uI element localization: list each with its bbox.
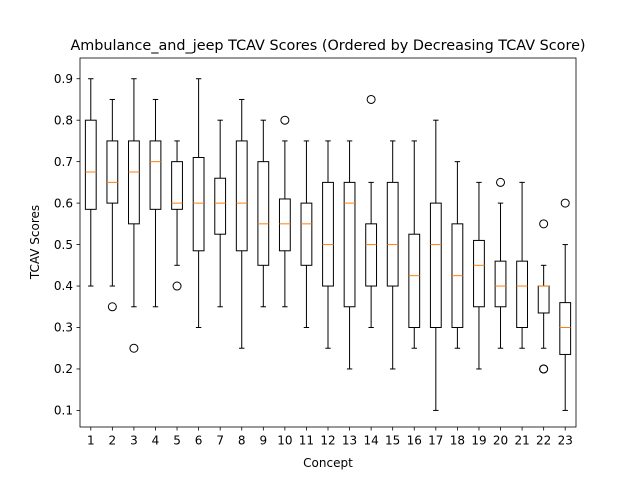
box — [429, 202, 442, 328]
box — [192, 157, 205, 252]
x-tick-label: 22 — [536, 434, 551, 448]
box — [559, 302, 572, 355]
plot-area: 0.10.20.30.40.50.60.70.80.91 2 3 4 5 6 7 8 9 10 11… — [54, 57, 577, 448]
outlier-point — [496, 177, 506, 187]
outlier-point — [129, 343, 139, 353]
x-tick-label: 16 — [407, 434, 422, 448]
outlier-point — [280, 115, 290, 125]
box — [257, 161, 270, 266]
chart-title: Ambulance_and_jeep TCAV Scores (Ordered … — [70, 38, 585, 54]
x-tick-label: 12 — [320, 434, 335, 448]
box — [149, 140, 162, 210]
x-tick-label: 14 — [363, 434, 378, 448]
x-tick-label: 13 — [342, 434, 357, 448]
x-tick-label: 3 — [130, 434, 138, 448]
y-tick-label: 0.2 — [54, 362, 73, 376]
box — [516, 260, 528, 328]
y-tick-label: 0.9 — [54, 72, 73, 86]
x-tick-label: 8 — [238, 434, 246, 448]
box — [171, 161, 183, 210]
outlier-point — [172, 281, 182, 291]
outlier-point — [560, 198, 570, 208]
box — [278, 198, 291, 252]
x-tick-label: 1 — [87, 434, 95, 448]
box — [473, 239, 485, 308]
box — [386, 181, 399, 287]
y-tick-label: 0.6 — [54, 196, 73, 210]
x-tick-label: 9 — [259, 434, 267, 448]
x-tick-label: 2 — [109, 434, 117, 448]
x-tick-label: 11 — [299, 434, 314, 448]
x-tick-label: 17 — [428, 434, 443, 448]
box — [214, 177, 227, 235]
box — [106, 140, 119, 204]
box — [300, 202, 313, 266]
box — [84, 119, 97, 210]
y-tick-label: 0.8 — [54, 113, 73, 127]
x-tick-label: 21 — [514, 434, 529, 448]
box — [365, 223, 378, 287]
x-tick-label: 19 — [471, 434, 486, 448]
y-tick-label: 0.5 — [54, 238, 73, 252]
outlier-point — [539, 364, 549, 374]
outlier-point — [539, 219, 549, 229]
y-axis-label: TCAV Scores — [28, 205, 42, 280]
x-axis-label: Concept — [303, 456, 353, 470]
x-tick-label: 20 — [493, 434, 508, 448]
y-tick-label: 0.7 — [54, 155, 73, 169]
x-tick-label: 7 — [216, 434, 224, 448]
x-tick-label: 10 — [277, 434, 292, 448]
y-tick-label: 0.4 — [54, 279, 73, 293]
axes-frame — [79, 57, 577, 428]
outlier-point — [107, 302, 117, 312]
y-tick-label: 0.3 — [54, 321, 73, 335]
box — [343, 181, 356, 308]
y-tick-label: 0.1 — [54, 404, 73, 418]
x-tick-label: 18 — [450, 434, 465, 448]
box — [494, 260, 507, 308]
x-tick-label: 6 — [195, 434, 203, 448]
box — [322, 181, 334, 287]
x-tick-label: 5 — [173, 434, 181, 448]
box — [235, 140, 248, 252]
box — [408, 233, 421, 328]
x-tick-label: 15 — [385, 434, 400, 448]
x-tick-label: 4 — [152, 434, 160, 448]
box — [128, 140, 140, 225]
x-tick-label: 23 — [558, 434, 573, 448]
outlier-point — [366, 94, 376, 104]
